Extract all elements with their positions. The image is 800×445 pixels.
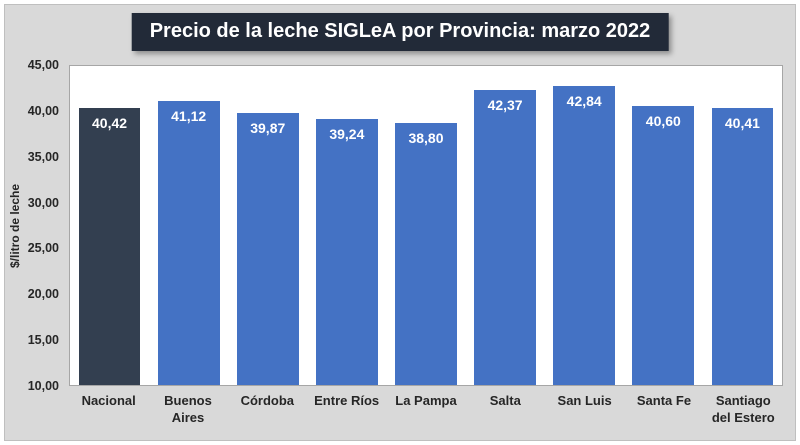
bar-value-label: 38,80 bbox=[408, 129, 444, 146]
plot-area: 40,42 41,12 39,87 39,24 38,80 42,37 42,84 40,60… bbox=[69, 65, 783, 386]
bar-entre-ríos: 39,24 bbox=[316, 118, 378, 385]
bar-santiago-del-estero: 40,41 bbox=[711, 107, 774, 385]
y-tick-label: 10,00 bbox=[27, 379, 59, 393]
bar-santa-fe: 40,60 bbox=[632, 106, 695, 385]
x-axis-label: Nacional bbox=[81, 393, 136, 408]
y-tick-label: 35,00 bbox=[27, 149, 59, 164]
bar-slot: 40,60 bbox=[624, 66, 703, 385]
bar-salta: 42,37 bbox=[474, 89, 536, 385]
bar-nacional: 40,42 bbox=[78, 107, 141, 385]
bar-slot: 42,37 bbox=[466, 66, 545, 385]
bar-córdoba: 39,87 bbox=[236, 112, 299, 385]
bar-value-label: 42,37 bbox=[487, 96, 523, 113]
y-tick-label: 40,00 bbox=[27, 103, 59, 118]
bar-value-label: 41,12 bbox=[171, 108, 207, 125]
y-tick-label: 30,00 bbox=[27, 195, 59, 210]
x-axis-label: Santa Fe bbox=[636, 393, 692, 408]
x-axis-label: Santiago del Estero bbox=[711, 393, 775, 425]
x-axis-label: Córdoba bbox=[240, 393, 295, 408]
bar-value-label: 39,87 bbox=[250, 119, 286, 136]
bar-value-label: 40,41 bbox=[724, 114, 760, 131]
y-axis-ticks: 10,00 15,00 20,00 25,00 30,00 35,00 40,00 45,00 bbox=[5, 58, 63, 393]
bars-row: 40,42 41,12 39,87 39,24 38,80 42,37 42,84 40,60… bbox=[70, 66, 782, 385]
x-axis-label: San Luis bbox=[557, 393, 612, 408]
x-axis-labels: Nacional Buenos Aires Córdoba Entre Ríos La … bbox=[69, 393, 783, 427]
bar-slot: 42,84 bbox=[545, 66, 624, 385]
bar-slot: 39,87 bbox=[228, 66, 307, 385]
bar-value-label: 40,42 bbox=[92, 114, 128, 131]
x-axis-label: Entre Ríos bbox=[314, 393, 380, 408]
y-tick-label: 15,00 bbox=[27, 333, 59, 348]
x-axis-label: Salta bbox=[489, 393, 521, 408]
bar-slot: 40,41 bbox=[703, 66, 782, 385]
bar-buenos-aires: 41,12 bbox=[157, 101, 220, 385]
bar-slot: 40,42 bbox=[70, 66, 149, 385]
bar-value-label: 42,84 bbox=[566, 92, 602, 109]
y-tick-label: 20,00 bbox=[27, 287, 59, 302]
bar-slot: 39,24 bbox=[307, 66, 386, 385]
bar-slot: 38,80 bbox=[386, 66, 465, 385]
x-axis-label: La Pampa bbox=[395, 393, 457, 408]
bar-value-label: 39,24 bbox=[329, 125, 365, 142]
bar-san-luis: 42,84 bbox=[553, 85, 616, 385]
bar-slot: 41,12 bbox=[149, 66, 228, 385]
chart-figure: Precio de la leche SIGLeA por Provincia:… bbox=[4, 4, 796, 441]
x-axis-label: Buenos Aires bbox=[164, 393, 212, 425]
bar-la-pampa: 38,80 bbox=[395, 122, 457, 385]
y-tick-label: 25,00 bbox=[27, 241, 59, 256]
bar-value-label: 40,60 bbox=[645, 113, 681, 130]
y-tick-label: 45,00 bbox=[27, 58, 59, 72]
chart-title: Precio de la leche SIGLeA por Provincia:… bbox=[131, 13, 669, 51]
